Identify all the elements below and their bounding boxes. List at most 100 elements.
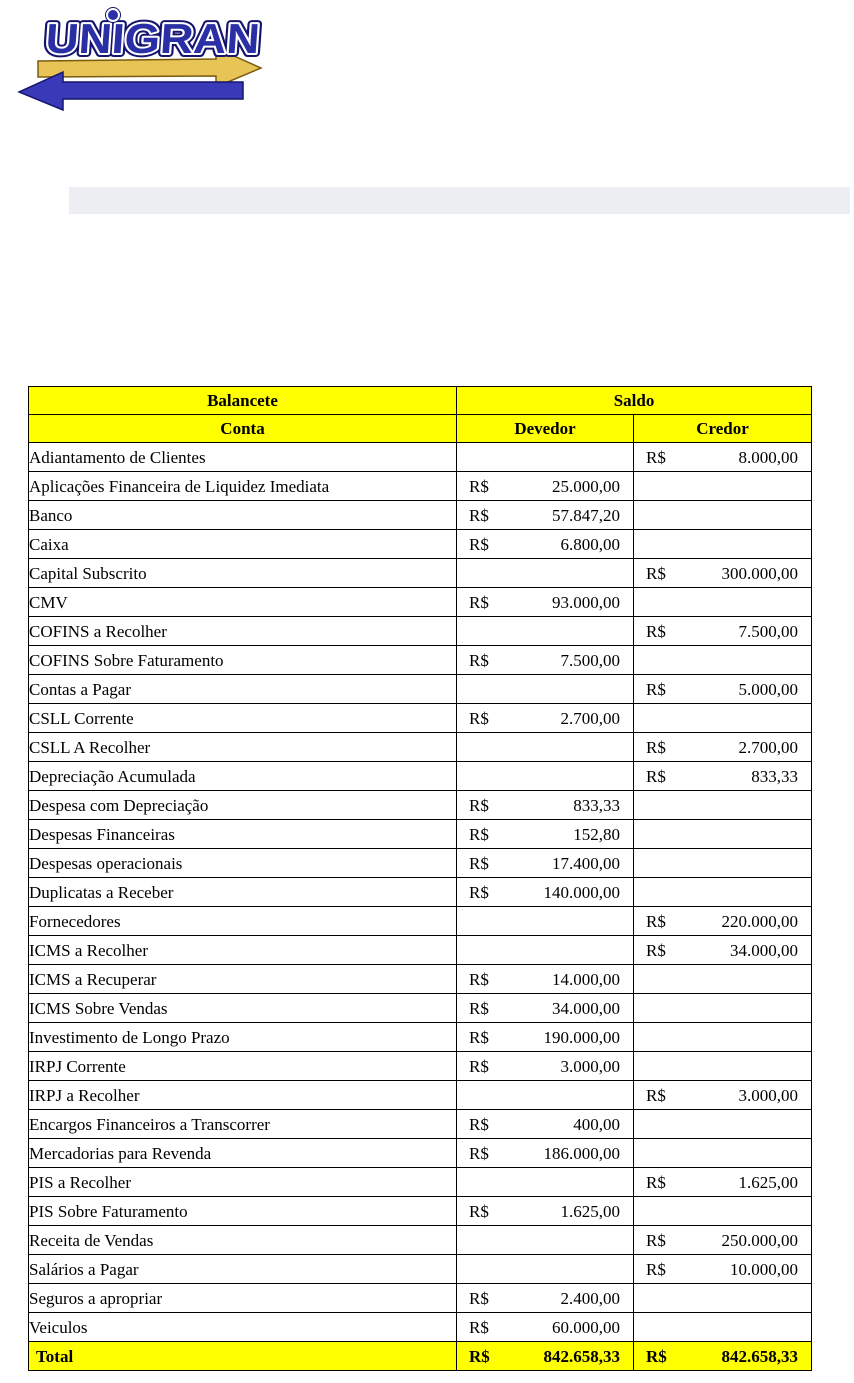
table-row: PIS a Recolher R$ 1.625,00	[28, 1167, 813, 1197]
credor-cell	[632, 1138, 813, 1168]
table-row: ICMS a Recolher R$ 34.000,00	[28, 935, 813, 965]
divider-bar	[69, 187, 850, 214]
devedor-value: 57.847,20	[552, 505, 620, 525]
devedor-value: 400,00	[573, 1114, 620, 1134]
devedor-cell	[456, 935, 634, 965]
currency-symbol: R$	[469, 708, 489, 728]
devedor-cell: R$ 1.625,00	[456, 1196, 634, 1226]
credor-cell	[632, 1283, 813, 1313]
currency-symbol: R$	[469, 1143, 489, 1163]
devedor-cell: R$ 17.400,00	[456, 848, 634, 878]
credor-value: 34.000,00	[730, 940, 799, 960]
currency-symbol: R$	[469, 1114, 489, 1134]
currency-symbol: R$	[469, 795, 489, 815]
credor-cell: R$ 1.625,00	[632, 1167, 813, 1197]
credor-cell	[632, 964, 813, 994]
credor-cell	[632, 471, 813, 501]
credor-cell	[632, 703, 813, 733]
credor-cell: R$ 3.000,00	[632, 1080, 813, 1110]
currency-symbol: R$	[469, 1346, 490, 1366]
header-devedor: Devedor	[456, 414, 634, 443]
table-row: Despesa com Depreciação R$ 833,33	[28, 790, 813, 820]
currency-symbol: R$	[469, 1288, 489, 1308]
devedor-cell	[456, 616, 634, 646]
table-body: Adiantamento de Clientes R$ 8.000,00 Aplica…	[28, 442, 813, 1342]
unigran-logo: UNIGRAN UNIGRAN UNIGRAN	[17, 7, 265, 112]
credor-cell	[632, 848, 813, 878]
credor-value: 220.000,00	[721, 911, 799, 931]
account-name-cell: COFINS a Recolher	[28, 616, 457, 646]
credor-cell	[632, 645, 813, 675]
account-name-cell: CSLL Corrente	[28, 703, 457, 733]
devedor-cell	[456, 1167, 634, 1197]
table-row: Depreciação Acumulada R$ 833,33	[28, 761, 813, 791]
gold-arrow-icon	[37, 46, 263, 89]
credor-cell	[632, 1109, 813, 1139]
devedor-cell: R$ 93.000,00	[456, 587, 634, 617]
currency-symbol: R$	[646, 563, 666, 583]
table-row: Encargos Financeiros a Transcorrer R$ 400,…	[28, 1109, 813, 1139]
header-conta: Conta	[28, 414, 457, 443]
header-balancete: Balancete	[28, 386, 457, 415]
currency-symbol: R$	[469, 1201, 489, 1221]
credor-value: 2.700,00	[738, 737, 799, 757]
table-row: Receita de Vendas R$ 250.000,00	[28, 1225, 813, 1255]
table-row: Capital Subscrito R$ 300.000,00	[28, 558, 813, 588]
devedor-cell: R$ 152,80	[456, 819, 634, 849]
header-credor: Credor	[632, 414, 813, 443]
account-name-cell: IRPJ a Recolher	[28, 1080, 457, 1110]
devedor-cell: R$ 34.000,00	[456, 993, 634, 1023]
account-name-cell: Despesas operacionais	[28, 848, 457, 878]
account-name-cell: Duplicatas a Receber	[28, 877, 457, 907]
currency-symbol: R$	[469, 534, 489, 554]
table-row: COFINS Sobre Faturamento R$ 7.500,00	[28, 645, 813, 675]
table-row: CSLL A Recolher R$ 2.700,00	[28, 732, 813, 762]
account-name-cell: Despesa com Depreciação	[28, 790, 457, 820]
account-name-cell: Seguros a apropriar	[28, 1283, 457, 1313]
account-name-cell: PIS Sobre Faturamento	[28, 1196, 457, 1226]
account-name-cell: CSLL A Recolher	[28, 732, 457, 762]
credor-cell: R$ 300.000,00	[632, 558, 813, 588]
account-name-cell: ICMS a Recuperar	[28, 964, 457, 994]
account-name-cell: Caixa	[28, 529, 457, 559]
total-label: Total	[28, 1341, 457, 1371]
currency-symbol: R$	[646, 940, 666, 960]
currency-symbol: R$	[469, 998, 489, 1018]
devedor-value: 833,33	[573, 795, 620, 815]
credor-cell	[632, 1196, 813, 1226]
devedor-cell: R$ 833,33	[456, 790, 634, 820]
credor-value: 833,33	[751, 766, 799, 786]
account-name-cell: ICMS Sobre Vendas	[28, 993, 457, 1023]
credor-cell	[632, 500, 813, 530]
credor-value: 10.000,00	[730, 1259, 799, 1279]
devedor-value: 186.000,00	[543, 1143, 621, 1163]
devedor-cell	[456, 906, 634, 936]
table-row: ICMS a Recuperar R$ 14.000,00	[28, 964, 813, 994]
table-row: Aplicações Financeira de Liquidez Imedia…	[28, 471, 813, 501]
table-row: Salários a Pagar R$ 10.000,00	[28, 1254, 813, 1284]
account-name-cell: Encargos Financeiros a Transcorrer	[28, 1109, 457, 1139]
devedor-value: 2.700,00	[560, 708, 621, 728]
credor-value: 300.000,00	[721, 563, 799, 583]
currency-symbol: R$	[469, 592, 489, 612]
devedor-cell: R$ 140.000,00	[456, 877, 634, 907]
svg-text:UNIGRAN: UNIGRAN	[44, 15, 261, 62]
currency-symbol: R$	[646, 911, 666, 931]
currency-symbol: R$	[646, 447, 666, 467]
table-footer: Total R$ 842.658,33 R$ 842.658,33	[28, 1341, 813, 1371]
logo-text-outline: UNIGRAN	[44, 15, 261, 62]
table-row: Despesas Financeiras R$ 152,80	[28, 819, 813, 849]
table-row: Contas a Pagar R$ 5.000,00	[28, 674, 813, 704]
devedor-cell: R$ 60.000,00	[456, 1312, 634, 1342]
devedor-value: 140.000,00	[543, 882, 621, 902]
account-name-cell: COFINS Sobre Faturamento	[28, 645, 457, 675]
account-name-cell: PIS a Recolher	[28, 1167, 457, 1197]
currency-symbol: R$	[469, 1317, 489, 1337]
currency-symbol: R$	[646, 1172, 666, 1192]
blue-arrow-icon	[17, 70, 244, 112]
table-row: Fornecedores R$ 220.000,00	[28, 906, 813, 936]
account-name-cell: CMV	[28, 587, 457, 617]
devedor-cell	[456, 674, 634, 704]
account-name-cell: IRPJ Corrente	[28, 1051, 457, 1081]
devedor-value: 2.400,00	[560, 1288, 621, 1308]
